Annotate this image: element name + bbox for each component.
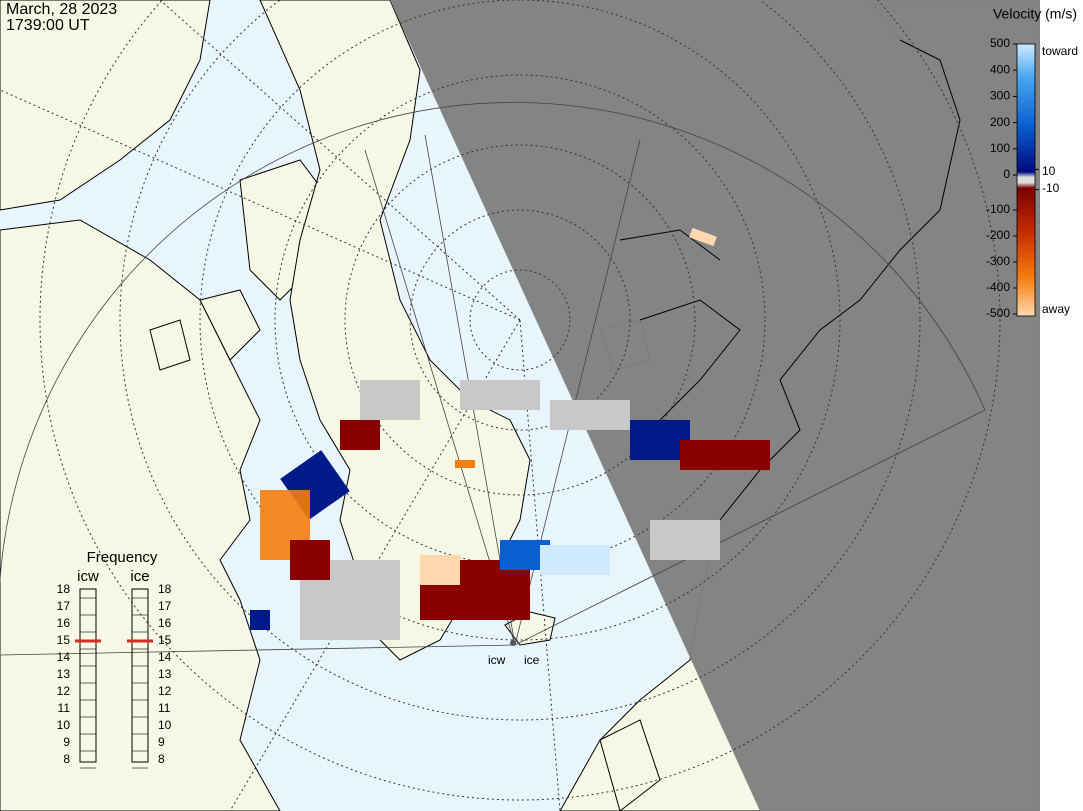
- frequency-tick-label: 8: [63, 752, 70, 766]
- velocity-bottom-label: away: [1042, 302, 1070, 316]
- velocity-tick-label: 200: [990, 115, 1010, 129]
- frequency-tick-label: 18: [57, 582, 71, 596]
- velocity-tick-label: 400: [990, 62, 1010, 76]
- map-body: [0, 0, 1040, 811]
- velocity-tick-label: -400: [986, 280, 1010, 294]
- velocity-tick-label: 10: [1042, 164, 1056, 178]
- frequency-tick-label: 12: [158, 684, 172, 698]
- velocity-tick-label: -10: [1042, 181, 1060, 195]
- station-label: icw: [77, 568, 99, 585]
- velocity-colorbar: [1016, 43, 1036, 317]
- frequency-tick-label: 12: [57, 684, 71, 698]
- night-region: [390, 0, 1040, 811]
- velocity-tick-label: -500: [986, 306, 1010, 320]
- velocity-title: Velocity (m/s): [993, 6, 1077, 22]
- radar-cells: [250, 227, 770, 640]
- date: March, 28 2023: [6, 1, 117, 18]
- frequency-box: [79, 588, 97, 763]
- velocity-tick-label: 500: [990, 36, 1010, 50]
- frequency-tick-label: 18: [158, 582, 172, 596]
- frequency-tick-label: 15: [57, 633, 71, 647]
- frequency-tick-label: 11: [158, 701, 171, 715]
- velocity-tick-label: 300: [990, 89, 1010, 103]
- night-land: [619, 39, 961, 521]
- frequency-tick-label: 13: [158, 667, 172, 681]
- radar-site: [510, 640, 516, 646]
- frequency-tick-label: 13: [57, 667, 71, 681]
- velocity-top-label: toward: [1042, 44, 1078, 58]
- frequency-tick-label: 17: [158, 599, 172, 613]
- site-label: icw: [488, 653, 506, 667]
- canada: [0, 0, 281, 811]
- frequency-tick-label: 11: [58, 701, 71, 715]
- frequency-tick-label: 14: [158, 650, 172, 664]
- site-label: ice: [524, 653, 540, 667]
- station-label: ice: [130, 568, 149, 585]
- frequency-tick-label: 15: [158, 633, 172, 647]
- velocity-tick-label: -200: [986, 228, 1010, 242]
- velocity-tick-label: 100: [990, 141, 1010, 155]
- frequency-tick-label: 10: [57, 718, 71, 732]
- frequency-tick-label: 16: [57, 616, 71, 630]
- frequency-tick-label: 14: [57, 650, 71, 664]
- frequency-tick-label: 16: [158, 616, 172, 630]
- frequency-tick-label: 9: [158, 735, 165, 749]
- frequency-tick-label: 8: [158, 752, 165, 766]
- velocity-tick-label: -300: [986, 254, 1010, 268]
- frequency-box: [131, 588, 149, 763]
- frequency-tick-label: 9: [63, 735, 70, 749]
- time: 1739:00 UT: [6, 17, 90, 34]
- frequency-tick-label: 17: [57, 599, 71, 613]
- frequency-title: Frequency: [87, 549, 158, 566]
- velocity-tick-label: -100: [986, 202, 1010, 216]
- velocity-tick-label: 0: [1003, 167, 1010, 181]
- frequency-tick-label: 10: [158, 718, 172, 732]
